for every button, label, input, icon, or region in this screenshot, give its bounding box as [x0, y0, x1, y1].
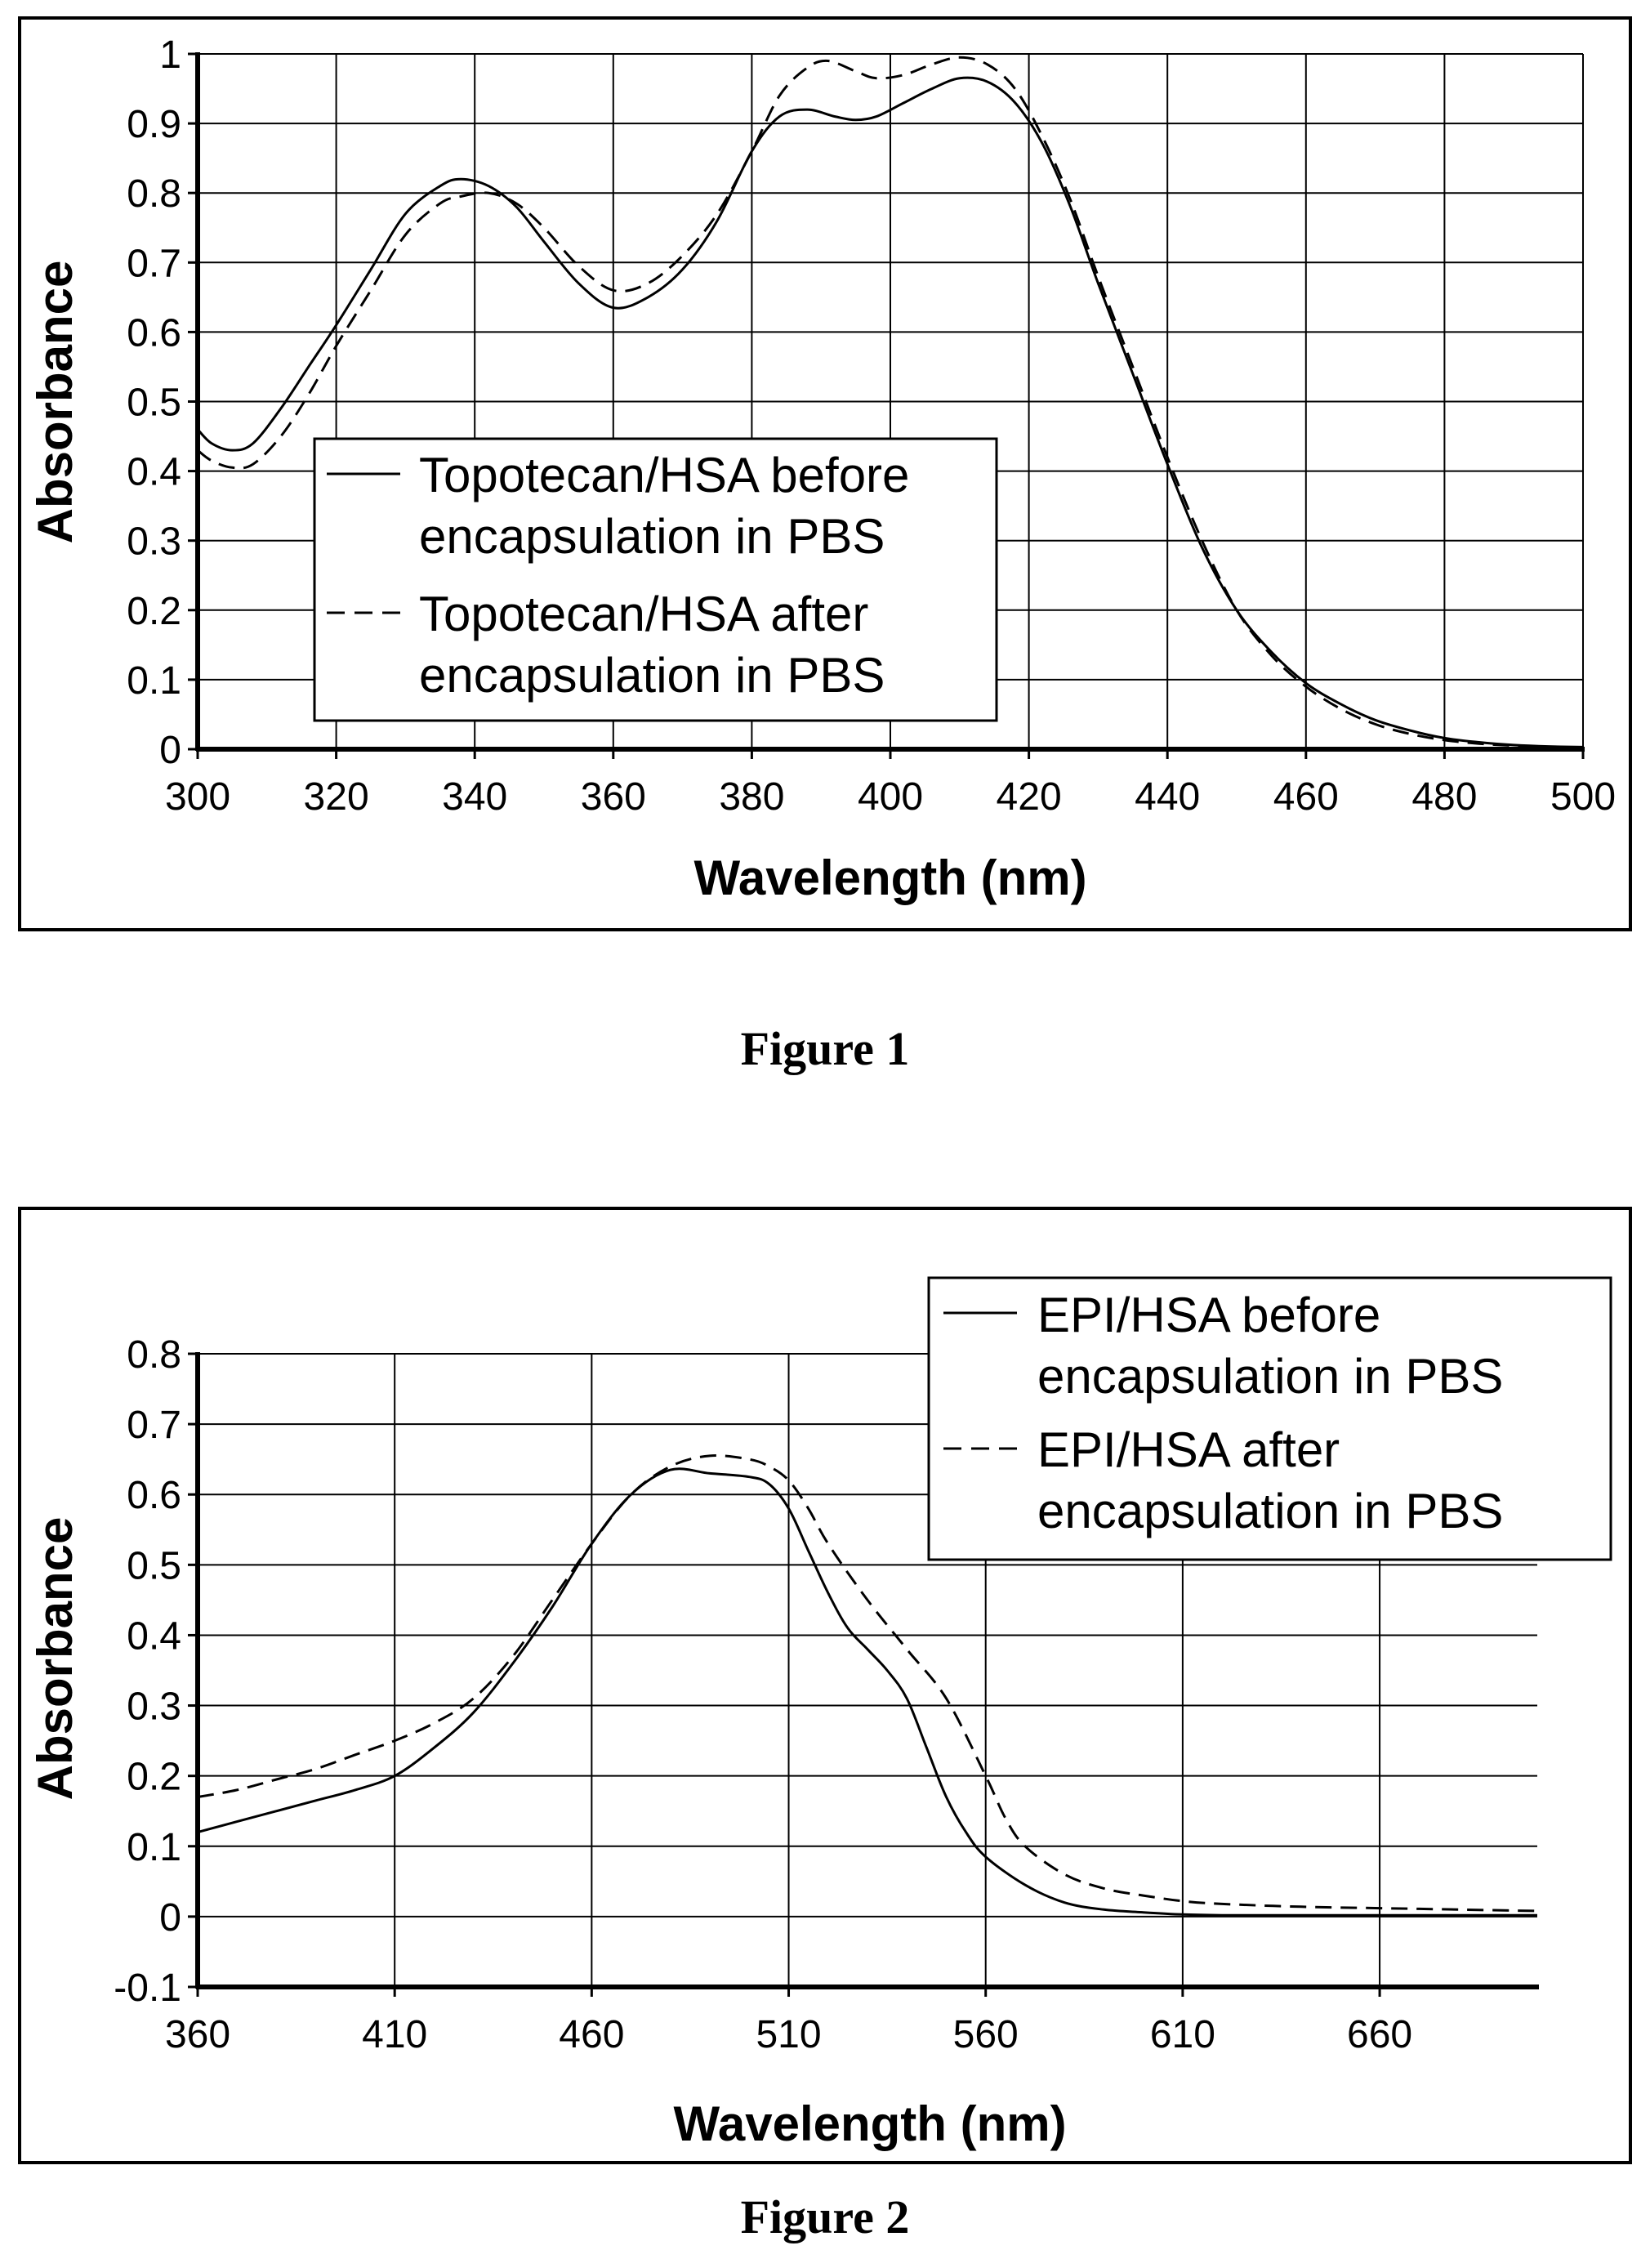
figure-1-caption: Figure 1	[740, 1022, 910, 1075]
chart-2-ytick-label-9: 0.8	[127, 1333, 181, 1377]
chart-2-ytick-label-2: 0.1	[127, 1826, 181, 1869]
chart-2-xtick-label-0: 360	[165, 2013, 230, 2056]
chart-1-legend-line-2b: encapsulation in PBS	[419, 648, 885, 703]
chart-1-ytick-label-10: 1	[159, 33, 181, 77]
chart-2-series	[197, 1454, 1538, 1917]
chart-1-tick-labels: 0 0.1 0.2 0.3 0.4 0.5 0.6 0.7 0.8 0.9 1 300 320 340 36…	[127, 33, 1616, 819]
chart-1-xtick-label-8: 460	[1273, 775, 1339, 819]
chart-1-ytick-label-4: 0.4	[127, 451, 181, 494]
chart-1-xtick-label-5: 400	[858, 775, 923, 819]
chart-1-xtick-label-7: 440	[1135, 775, 1200, 819]
chart-2-xtick-label-1: 410	[362, 2013, 427, 2056]
chart-2-ytick-label-4: 0.3	[127, 1685, 181, 1729]
chart-1-xtick-label-2: 340	[442, 775, 507, 819]
chart-2-xtick-label-4: 560	[953, 2013, 1019, 2056]
chart-1-xtick-label-3: 360	[581, 775, 646, 819]
chart-2-ytick-label-7: 0.6	[127, 1474, 181, 1517]
chart-2-x-axis-label: Wavelength (nm)	[673, 2096, 1066, 2151]
chart-2-legend-line-1b: encapsulation in PBS	[1037, 1349, 1503, 1404]
chart-2-xtick-label-3: 510	[756, 2013, 821, 2056]
chart-2-series-before-line	[197, 1467, 1537, 1917]
chart-1-legend: Topotecan/HSA before encapsulation in PB…	[313, 437, 998, 722]
chart-2-ytick-label-3: 0.2	[127, 1756, 181, 1799]
chart-1-xtick-label-10: 500	[1550, 775, 1616, 819]
chart-2-legend-box	[927, 1276, 1612, 1561]
chart-2-ytick-label-0: -0.1	[114, 1967, 181, 2010]
chart-1-series-before-line	[196, 76, 1584, 748]
chart-2-xtick-label-6: 660	[1347, 2013, 1412, 2056]
chart-1-legend-line-1b: encapsulation in PBS	[419, 509, 885, 564]
chart-2-ytick-label-8: 0.7	[127, 1404, 181, 1447]
chart-1-x-axis-label: Wavelength (nm)	[693, 850, 1086, 905]
chart-1-legend-line-1a: Topotecan/HSA before	[419, 448, 909, 502]
figure-2-caption: Figure 2	[740, 2190, 910, 2243]
chart-2-ytick-label-5: 0.4	[127, 1614, 181, 1658]
chart-1-ytick-label-7: 0.7	[127, 242, 181, 285]
chart-2-axes	[188, 1352, 1539, 1997]
chart-1-ytick-label-8: 0.8	[127, 172, 181, 216]
chart-1-ytick-label-1: 0.1	[127, 659, 181, 703]
chart-1-ytick-label-2: 0.2	[127, 590, 181, 633]
chart-1-xtick-label-9: 480	[1411, 775, 1477, 819]
chart-2-legend-line-2b: encapsulation in PBS	[1037, 1484, 1503, 1538]
chart-1-xtick-label-0: 300	[165, 775, 230, 819]
chart-1-series-after-line	[197, 56, 1584, 749]
chart-1-axes	[188, 52, 1585, 759]
chart-1-legend-box	[313, 437, 998, 722]
chart-1-series	[196, 56, 1584, 749]
chart-2-ytick-label-1: 0	[159, 1896, 181, 1940]
chart-2-tick-labels: -0.1 0 0.1 0.2 0.3 0.4 0.5 0.6 0.7 0.8 360 410 460 51…	[114, 1333, 1412, 2056]
chart-1-ytick-label-6: 0.6	[127, 311, 181, 355]
chart-1-ytick-label-3: 0.3	[127, 520, 181, 564]
chart-1-ytick-label-0: 0	[159, 729, 181, 772]
chart-2-y-axis-label: Absorbance	[28, 1517, 82, 1801]
chart-2-legend: EPI/HSA before encapsulation in PBS EPI/…	[927, 1276, 1612, 1561]
chart-1-xtick-label-6: 420	[997, 775, 1062, 819]
chart-1-y-axis-label: Absorbance	[28, 261, 82, 544]
chart-1-legend-line-2a: Topotecan/HSA after	[419, 587, 868, 641]
chart-2-legend-line-1a: EPI/HSA before	[1037, 1288, 1380, 1342]
chart-1-ytick-label-5: 0.5	[127, 382, 181, 425]
chart-2-xtick-label-2: 460	[559, 2013, 624, 2056]
chart-1-xtick-label-4: 380	[719, 775, 784, 819]
chart-2-xtick-label-5: 610	[1150, 2013, 1215, 2056]
chart-1-ytick-label-9: 0.9	[127, 103, 181, 146]
chart-2-legend-line-2a: EPI/HSA after	[1037, 1422, 1340, 1477]
chart-2-ytick-label-6: 0.5	[127, 1544, 181, 1587]
chart-2-series-after-line	[197, 1454, 1538, 1913]
chart-1-xtick-label-1: 320	[304, 775, 369, 819]
